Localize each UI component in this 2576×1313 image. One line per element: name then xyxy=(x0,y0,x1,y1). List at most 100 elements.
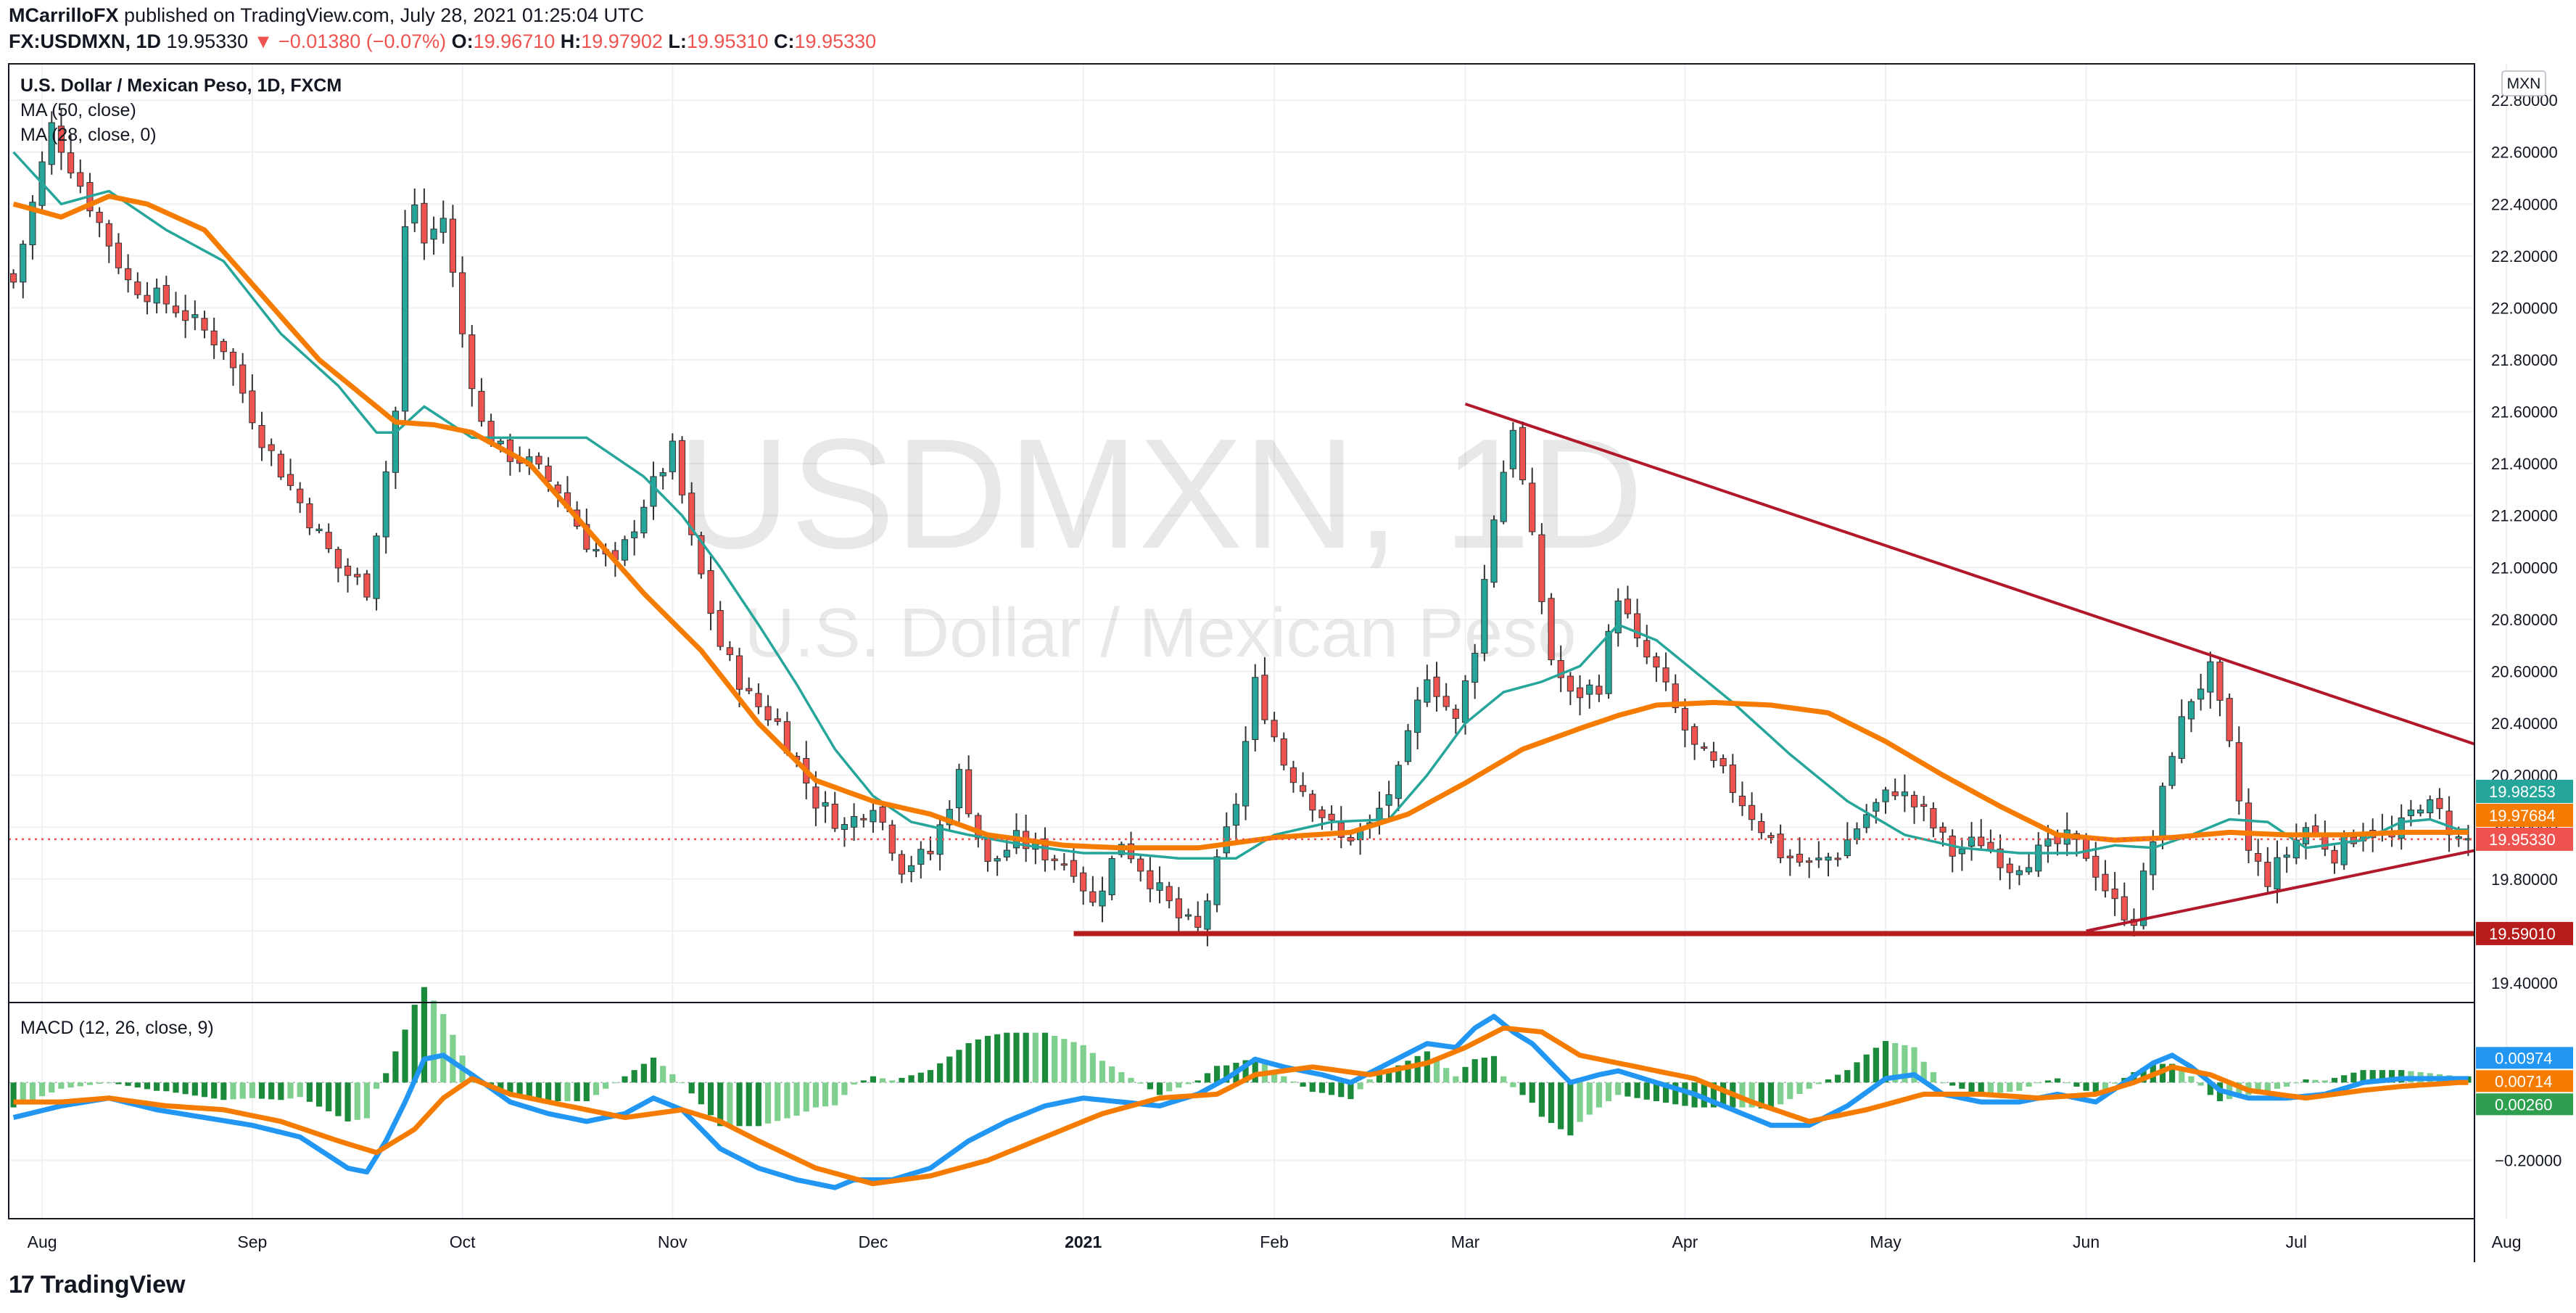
candle xyxy=(268,444,275,451)
candle xyxy=(545,465,552,482)
candle xyxy=(2025,867,2033,873)
candle xyxy=(478,390,485,422)
candle xyxy=(258,424,265,448)
legend-ma28[interactable]: MA (28, close, 0) xyxy=(20,125,157,145)
time-tick-label: Feb xyxy=(1260,1232,1289,1251)
macd-histogram-bar xyxy=(775,1082,781,1121)
price-label-bg xyxy=(2476,803,2573,827)
macd-histogram-bar xyxy=(707,1082,714,1116)
candle xyxy=(1844,839,1851,857)
candle xyxy=(1873,802,1880,812)
price-label-bg xyxy=(2476,779,2573,803)
price-tick-label: 21.00000 xyxy=(2491,559,2558,577)
time-tick-label: May xyxy=(1870,1232,1902,1251)
signal-line xyxy=(13,1025,2469,1187)
candle xyxy=(1452,709,1459,719)
macd-histogram-bar xyxy=(2369,1070,2376,1083)
candle xyxy=(2140,870,2147,926)
tradingview-logo-icon: 17 xyxy=(9,1271,35,1298)
macd-histogram-bar xyxy=(1252,1057,1258,1083)
candle xyxy=(1232,804,1239,826)
macd-histogram-bar xyxy=(1615,1082,1622,1095)
author-name[interactable]: MCarrilloFX xyxy=(9,4,119,26)
macd-histogram-bar xyxy=(1386,1070,1392,1083)
macd-histogram-bar xyxy=(1080,1045,1086,1083)
candle xyxy=(2168,756,2176,786)
macd-histogram-bar xyxy=(1032,1032,1039,1083)
macd-histogram-bar xyxy=(163,1082,170,1092)
candle xyxy=(77,172,84,187)
candle xyxy=(2207,661,2214,693)
macd-histogram-bar xyxy=(1701,1082,1707,1108)
macd-tick-label: −0.20000 xyxy=(2495,1152,2561,1170)
macd-histogram-bar xyxy=(2274,1082,2281,1089)
currency-badge-box[interactable] xyxy=(2501,70,2546,96)
macd-histogram-bar xyxy=(640,1063,647,1083)
candle xyxy=(698,535,705,575)
symbol-label[interactable]: FX:USDMXN, 1D xyxy=(9,30,162,52)
candle xyxy=(2331,849,2338,864)
candle xyxy=(1318,810,1326,818)
legend-ma50[interactable]: MA (50, close) xyxy=(20,100,136,120)
macd-histogram-bar xyxy=(2169,1063,2176,1083)
legend-macd[interactable]: MACD (12, 26, close, 9) xyxy=(20,1018,214,1038)
candle xyxy=(1280,738,1287,766)
candle xyxy=(134,281,141,295)
candle xyxy=(1051,858,1058,861)
macd-histogram-bar xyxy=(115,1082,122,1084)
macd-histogram-bar xyxy=(899,1077,905,1083)
candle xyxy=(315,528,323,532)
candle xyxy=(1289,767,1297,783)
macd-histogram-bar xyxy=(29,1082,36,1100)
candle xyxy=(1500,472,1507,522)
candle xyxy=(2398,817,2405,839)
low-value: 19.95310 xyxy=(686,30,769,52)
macd-histogram-bar xyxy=(746,1082,752,1127)
candle xyxy=(994,858,1001,862)
macd-histogram-bar xyxy=(1089,1053,1096,1083)
candle xyxy=(717,610,724,647)
candle xyxy=(851,816,858,828)
macd-histogram-bar xyxy=(1682,1082,1688,1106)
candle xyxy=(1424,679,1431,703)
macd-histogram-bar xyxy=(574,1082,580,1102)
macd-histogram-bar xyxy=(230,1082,236,1100)
macd-histogram-bar xyxy=(315,1082,323,1107)
time-tick-label: Nov xyxy=(658,1232,688,1251)
candle xyxy=(1891,791,1899,797)
macd-histogram-bar xyxy=(822,1082,829,1107)
macd-histogram-bar xyxy=(335,1082,342,1116)
legend-title: U.S. Dollar / Mexican Peso, 1D, FXCM xyxy=(20,75,342,96)
candle xyxy=(1643,640,1651,658)
candle xyxy=(1099,890,1106,907)
macd-label-bg xyxy=(2476,1093,2573,1116)
candle xyxy=(1271,720,1278,738)
macd-histogram-bar xyxy=(984,1035,991,1083)
macd-histogram-bar xyxy=(1538,1082,1545,1117)
candle xyxy=(497,440,504,445)
macd-histogram-bar xyxy=(1873,1047,1879,1083)
support-price-label-bg xyxy=(2476,921,2573,945)
candle xyxy=(1529,482,1536,532)
candle xyxy=(1070,860,1078,877)
macd-histogram-bar xyxy=(1329,1082,1335,1095)
macd-histogram-bar xyxy=(1529,1082,1535,1103)
price-label: 19.98253 xyxy=(2489,783,2556,801)
macd-histogram-bar xyxy=(1796,1082,1803,1095)
time-tick-label: Jun xyxy=(2073,1232,2100,1251)
macd-histogram-bar xyxy=(880,1078,886,1083)
macd-histogram-bar xyxy=(1825,1079,1832,1083)
macd-histogram-bar xyxy=(173,1082,179,1093)
candle xyxy=(746,688,753,691)
candle xyxy=(2083,836,2090,859)
candle xyxy=(229,351,237,369)
candle xyxy=(1471,653,1479,683)
trendline-descending xyxy=(1464,402,2475,746)
currency-badge[interactable]: MXN xyxy=(2507,75,2541,92)
candle xyxy=(1614,600,1622,634)
tradingview-brand[interactable]: 17 TradingView xyxy=(9,1271,185,1299)
macd-histogram-bar xyxy=(1223,1065,1230,1083)
price-tick-label: 21.60000 xyxy=(2491,403,2558,421)
candle xyxy=(1414,699,1421,733)
